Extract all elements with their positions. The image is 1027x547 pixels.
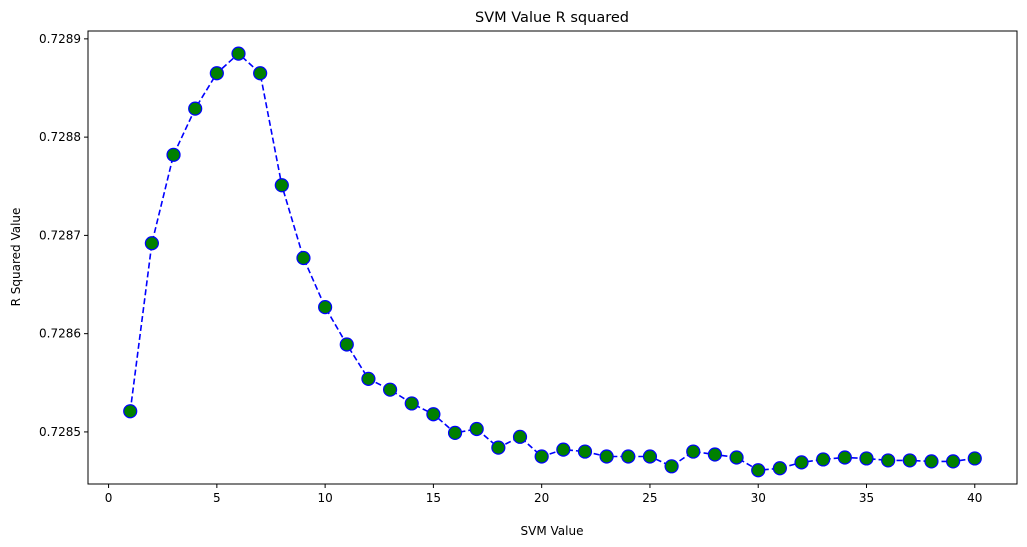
data-point [123,404,138,419]
data-point [621,449,636,464]
data-point [599,449,614,464]
y-tick-label: 0.7287 [39,228,81,242]
data-point [296,250,311,266]
x-axis: 0 5 10 15 20 25 30 35 40 [105,484,982,505]
data-point [382,382,398,397]
data-point [361,371,376,386]
x-tick-label: 20 [534,491,549,505]
data-point [534,449,549,464]
series-line [129,52,975,472]
data-point [426,407,441,422]
plot-area [87,30,1018,485]
x-tick-label: 30 [751,491,766,505]
y-tick-label: 0.7286 [39,327,81,341]
data-point [642,449,658,464]
data-point [188,101,203,116]
data-point [166,147,181,162]
data-point [144,236,159,251]
y-axis-label: R Squared Value [9,208,23,307]
data-point [924,454,939,469]
data-point [664,459,679,474]
data-point [577,444,593,459]
x-tick-label: 40 [967,491,982,505]
chart-title: SVM Value R squared [475,10,629,26]
x-tick-label: 25 [642,491,657,505]
y-tick-label: 0.7285 [39,425,81,439]
x-axis-label: SVM Value [521,524,584,538]
x-tick-label: 10 [317,491,332,505]
data-point [751,463,766,478]
x-tick-label: 35 [859,491,874,505]
data-point [209,66,224,81]
data-point [404,396,419,411]
data-point [967,451,982,466]
data-point [469,421,484,437]
data-point [946,454,961,469]
data-point [816,452,831,467]
x-tick-label: 15 [426,491,441,505]
y-tick-label: 0.7289 [39,32,81,46]
data-point [253,66,268,81]
data-point [707,447,723,462]
data-point [686,444,701,459]
axes-frame [87,30,1018,485]
data-point [231,46,246,61]
data-point [859,451,874,466]
data-point [318,300,333,315]
data-point [729,450,744,465]
x-tick-label: 5 [213,491,221,505]
data-point [447,425,463,441]
y-axis: 0.7285 0.7286 0.7287 0.7288 0.7289 [39,32,88,439]
data-point [837,450,852,465]
data-point [794,455,809,470]
series-layer [123,46,982,478]
x-tick-label: 0 [105,491,113,505]
data-point [556,442,571,457]
y-tick-label: 0.7288 [39,130,81,144]
data-point [881,453,896,468]
data-point [772,461,787,476]
data-point [491,440,506,455]
data-point [274,178,289,193]
data-point [512,429,528,444]
data-point [339,337,354,352]
data-point [902,453,917,468]
